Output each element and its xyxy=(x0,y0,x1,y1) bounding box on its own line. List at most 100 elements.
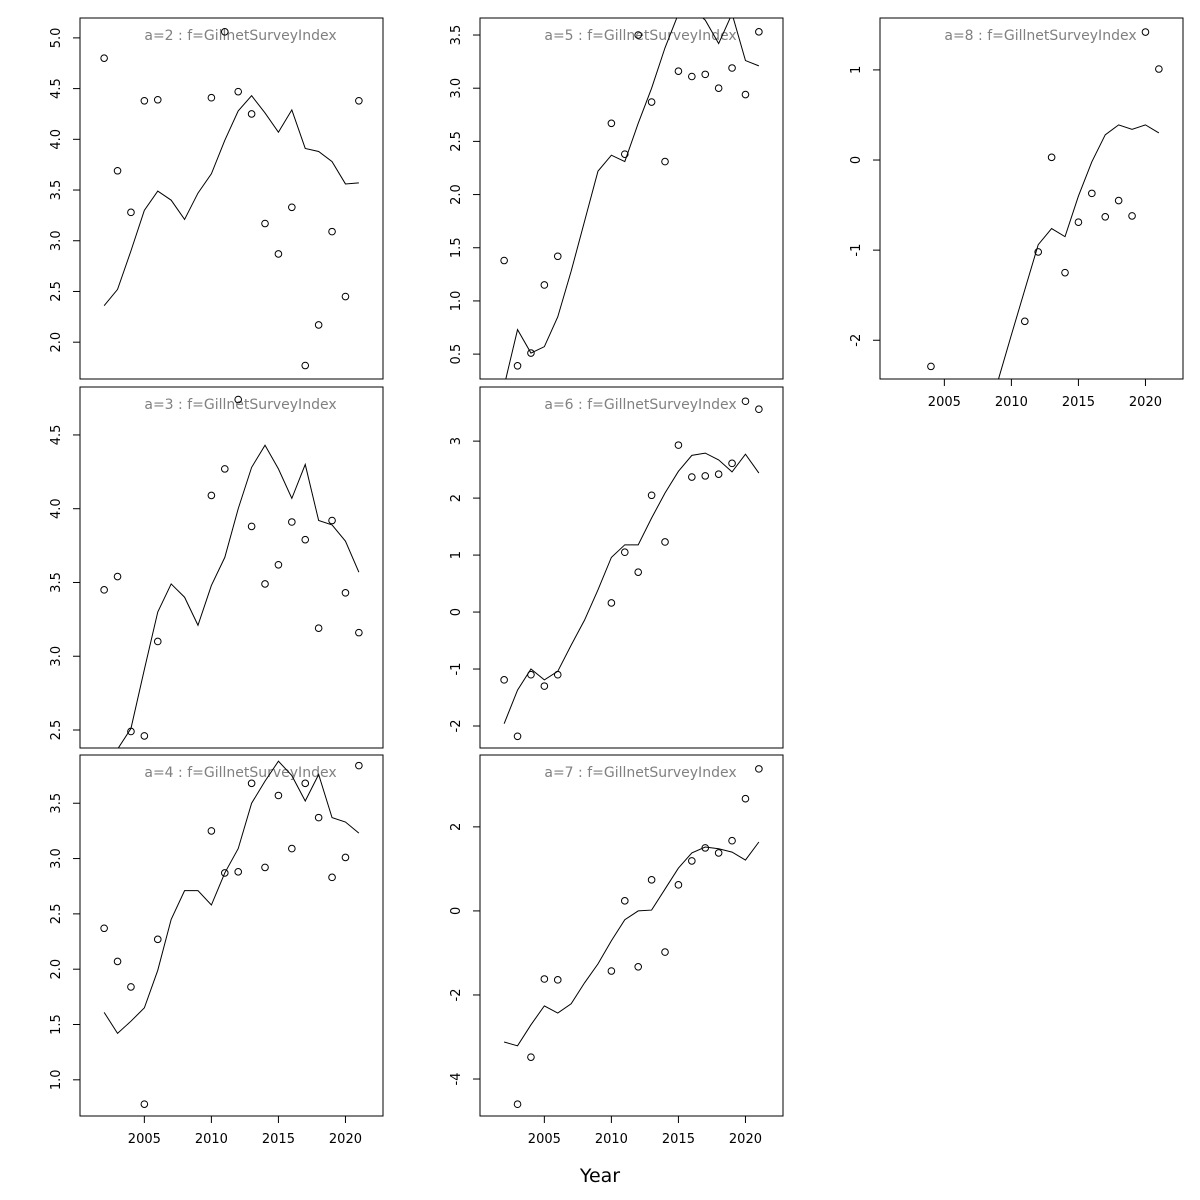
observed-point xyxy=(701,472,710,480)
observed-point xyxy=(274,560,283,569)
fitted-line xyxy=(117,444,360,748)
observed-point xyxy=(701,844,710,852)
observed-point xyxy=(728,64,736,72)
y-tick-label: -2 xyxy=(449,720,464,733)
observed-point xyxy=(247,522,256,531)
x-tick-label: 2015 xyxy=(262,1132,295,1147)
observed-point xyxy=(661,948,669,956)
observed-point xyxy=(500,676,508,684)
y-tick-label: 3.0 xyxy=(49,646,64,667)
observed-point xyxy=(607,119,616,128)
observed-point xyxy=(701,70,710,79)
panel: a=3 : f=GillnetSurveyIndex 2.5 3.0 3.5 4.0 4.… xyxy=(49,386,384,749)
plot-area xyxy=(100,27,363,370)
x-tick-label: 2020 xyxy=(729,1132,762,1147)
observed-point xyxy=(661,538,669,546)
observed-point xyxy=(341,292,350,301)
panel: a=6 : f=GillnetSurveyIndex -2 -1 0 1 2 3 xyxy=(449,386,784,749)
y-tick-label: 2 xyxy=(449,494,464,502)
observed-point xyxy=(220,465,229,473)
x-tick-label: 2015 xyxy=(662,1132,695,1147)
y-tick-label: -4 xyxy=(449,1073,464,1086)
observed-point xyxy=(607,967,616,975)
fitted-line xyxy=(505,18,760,379)
observed-point xyxy=(741,397,750,406)
y-tick-label: 1 xyxy=(849,66,864,74)
observed-point xyxy=(513,362,522,370)
y-tick-label: -1 xyxy=(449,663,464,676)
x-tick-label: 2010 xyxy=(595,1132,628,1147)
x-tick-label: 2010 xyxy=(195,1132,228,1147)
observed-point xyxy=(341,589,350,597)
observed-point xyxy=(220,869,229,877)
panel-title: a=7 : f=GillnetSurveyIndex xyxy=(544,765,736,781)
observed-point xyxy=(688,857,696,865)
plot-area xyxy=(927,28,1163,379)
y-tick-label: 1.5 xyxy=(49,1014,64,1035)
observed-point xyxy=(113,957,122,966)
observed-point xyxy=(113,572,122,581)
observed-point xyxy=(153,935,162,944)
observed-point xyxy=(100,924,108,933)
observed-point xyxy=(500,256,508,265)
x-tick-label: 2020 xyxy=(329,1132,362,1147)
y-tick-label: 4.5 xyxy=(49,425,64,446)
y-tick-label: 3.5 xyxy=(49,180,64,201)
y-tick-label: 2.0 xyxy=(49,332,64,353)
observed-point xyxy=(261,580,269,588)
x-tick-label: 2020 xyxy=(1129,395,1162,410)
observed-point xyxy=(153,637,162,646)
observed-point xyxy=(288,203,296,212)
y-tick-label: 2.5 xyxy=(49,281,64,302)
panel-title: a=3 : f=GillnetSurveyIndex xyxy=(144,397,336,413)
observed-point xyxy=(688,473,696,481)
observed-point xyxy=(553,252,562,261)
observed-point xyxy=(728,836,736,845)
y-tick-label: 3.0 xyxy=(49,230,64,251)
y-tick-label: 2.5 xyxy=(49,720,64,741)
observed-point xyxy=(247,110,256,118)
y-tick-label: 1.0 xyxy=(449,291,464,312)
observed-point xyxy=(1128,212,1136,220)
y-tick-label: 3.5 xyxy=(449,25,464,46)
fitted-line xyxy=(503,841,760,1047)
observed-point xyxy=(714,470,723,478)
observed-point xyxy=(261,219,269,228)
observed-point xyxy=(341,853,350,862)
y-tick-label: 0 xyxy=(449,608,464,616)
observed-point xyxy=(647,876,656,884)
observed-point xyxy=(527,1053,535,1061)
observed-point xyxy=(620,548,629,557)
panel-title: a=2 : f=GillnetSurveyIndex xyxy=(144,28,336,44)
y-tick-label: -1 xyxy=(849,244,864,257)
observed-point xyxy=(328,227,336,236)
observed-point xyxy=(314,624,323,633)
x-tick-label: 2010 xyxy=(995,395,1028,410)
panel-title: a=5 : f=GillnetSurveyIndex xyxy=(544,28,736,44)
observed-point xyxy=(355,96,363,105)
observed-point xyxy=(1074,218,1083,227)
observed-point xyxy=(661,157,669,166)
observed-point xyxy=(140,732,149,740)
x-tick-label: 2005 xyxy=(128,1132,161,1147)
observed-point xyxy=(355,628,363,637)
observed-point xyxy=(755,405,763,414)
panel-title: a=8 : f=GillnetSurveyIndex xyxy=(944,28,1136,44)
y-tick-label: 0 xyxy=(849,156,864,164)
y-tick-label: 2.0 xyxy=(449,184,464,205)
observed-point xyxy=(1155,65,1163,73)
observed-point xyxy=(674,67,683,75)
observed-point xyxy=(513,1100,522,1109)
observed-point xyxy=(153,95,162,104)
y-tick-label: 3.0 xyxy=(449,78,464,99)
y-tick-label: 1.0 xyxy=(49,1069,64,1090)
observed-point xyxy=(207,93,216,102)
observed-point xyxy=(527,349,535,357)
observed-point xyxy=(674,441,683,449)
panel-frame xyxy=(79,386,384,749)
observed-point xyxy=(274,791,283,800)
observed-point xyxy=(714,84,723,93)
y-tick-label: 4.0 xyxy=(49,129,64,150)
observed-point xyxy=(647,491,656,500)
